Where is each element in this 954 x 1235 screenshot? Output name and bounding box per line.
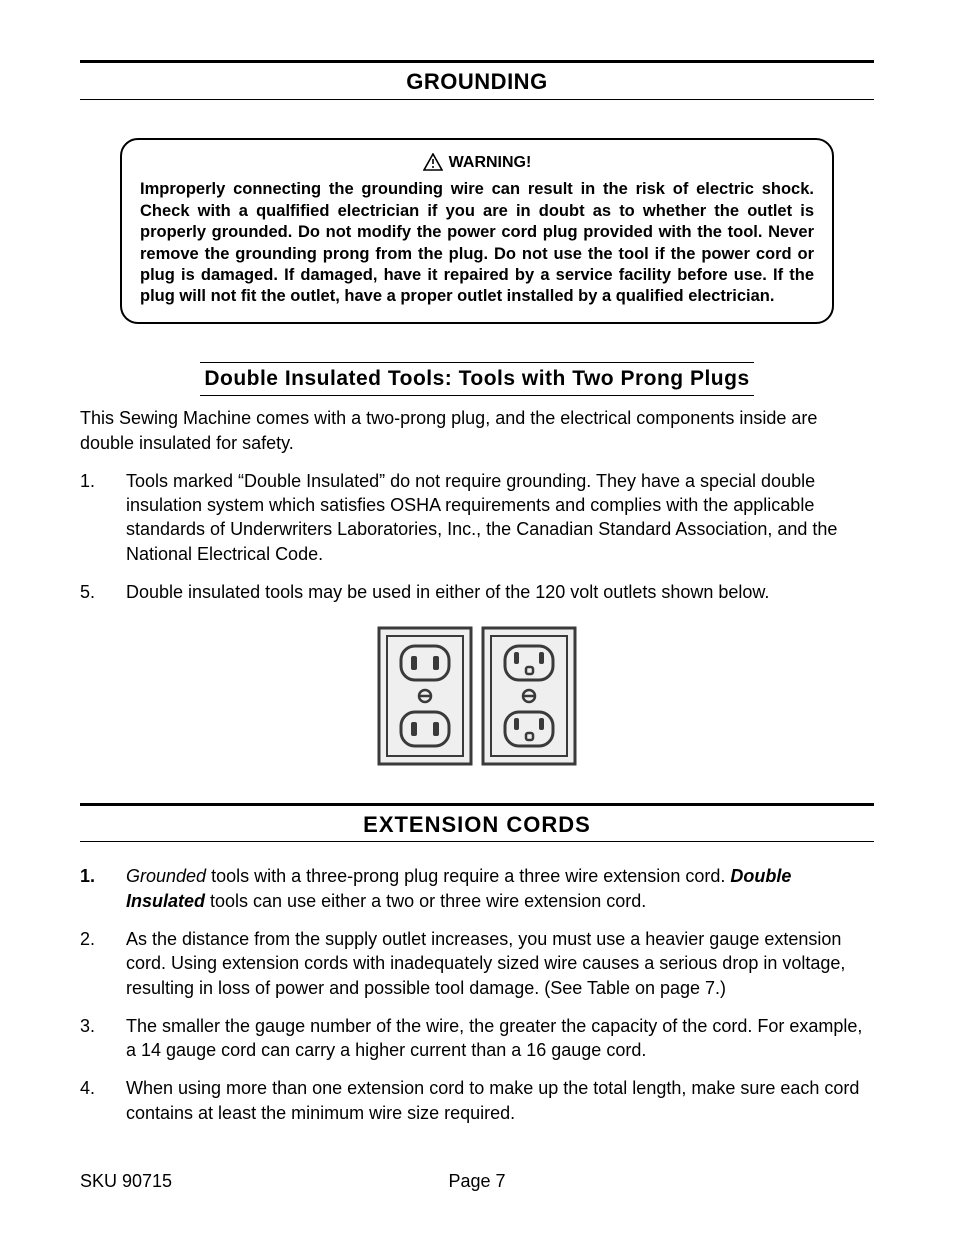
list-text: Double insulated tools may be used in ei… bbox=[126, 580, 874, 604]
double-insulated-intro: This Sewing Machine comes with a two-pro… bbox=[80, 406, 874, 455]
warning-box: WARNING! Improperly connecting the groun… bbox=[120, 138, 834, 324]
list-number: 5. bbox=[80, 580, 126, 604]
list-text: As the distance from the supply outlet i… bbox=[126, 927, 874, 1000]
list-number: 1. bbox=[80, 469, 126, 566]
list-number: 2. bbox=[80, 927, 126, 1000]
page-footer: SKU 90715 Page 7 bbox=[80, 1169, 874, 1193]
footer-sku: SKU 90715 bbox=[80, 1169, 172, 1193]
list-text: Grounded tools with a three-prong plug r… bbox=[126, 864, 874, 913]
list-text: The smaller the gauge number of the wire… bbox=[126, 1014, 874, 1063]
list-number: 1. bbox=[80, 864, 126, 913]
ext-text-1a: tools with a three-prong plug require a … bbox=[206, 866, 730, 886]
list-item: 5. Double insulated tools may be used in… bbox=[80, 580, 874, 604]
heading-double-insulated: Double Insulated Tools: Tools with Two P… bbox=[200, 362, 753, 396]
list-item: 1. Tools marked “Double Insulated” do no… bbox=[80, 469, 874, 566]
list-item: 3. The smaller the gauge number of the w… bbox=[80, 1014, 874, 1063]
ext-text-1b: tools can use either a two or three wire… bbox=[205, 891, 646, 911]
warning-body: Improperly connecting the grounding wire… bbox=[140, 179, 814, 308]
outlet-illustration bbox=[80, 626, 874, 772]
italic-grounded: Grounded bbox=[126, 866, 206, 886]
warning-label: WARNING! bbox=[449, 154, 532, 171]
list-number: 4. bbox=[80, 1076, 126, 1125]
warning-icon bbox=[423, 153, 443, 171]
list-item: 4. When using more than one extension co… bbox=[80, 1076, 874, 1125]
list-number: 3. bbox=[80, 1014, 126, 1063]
warning-title-row: WARNING! bbox=[140, 152, 814, 174]
list-text: Tools marked “Double Insulated” do not r… bbox=[126, 469, 874, 566]
heading-grounding: GROUNDING bbox=[80, 60, 874, 100]
list-item: 2. As the distance from the supply outle… bbox=[80, 927, 874, 1000]
list-text: When using more than one extension cord … bbox=[126, 1076, 874, 1125]
heading-extension-cords: EXTENSION CORDS bbox=[80, 803, 874, 843]
list-item: 1. Grounded tools with a three-prong plu… bbox=[80, 864, 874, 913]
footer-page: Page 7 bbox=[448, 1169, 505, 1193]
